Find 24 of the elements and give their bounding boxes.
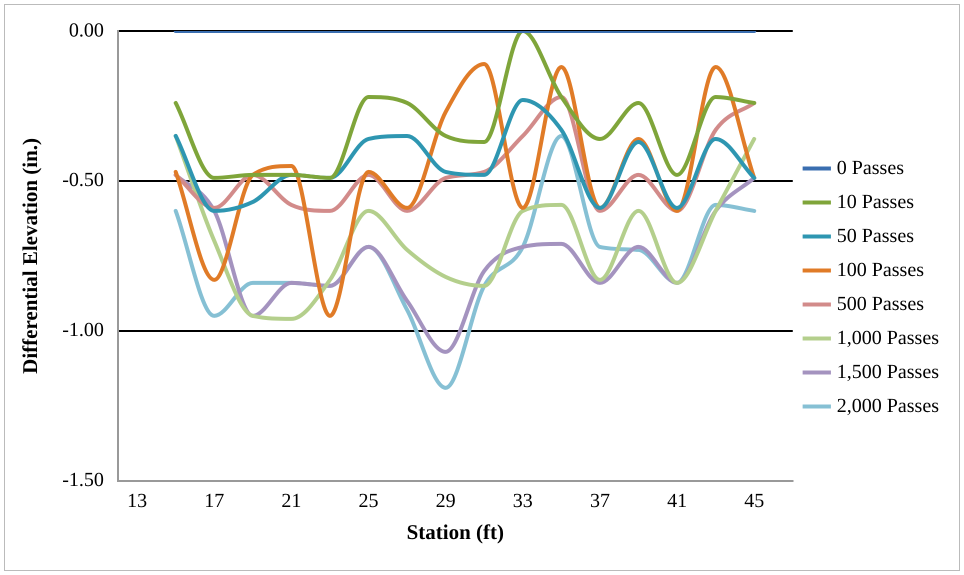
x-tick-label: 33 bbox=[512, 490, 533, 512]
x-tick-label: 45 bbox=[744, 490, 764, 512]
legend-label: 2,000 Passes bbox=[836, 394, 940, 417]
x-tick-label: 21 bbox=[281, 490, 302, 512]
y-tick-label: -1.50 bbox=[62, 469, 104, 492]
y-tick-label: 0.00 bbox=[68, 19, 104, 42]
legend-label: 0 Passes bbox=[836, 156, 904, 179]
y-tick-label: -0.50 bbox=[62, 169, 104, 192]
x-tick-label: 41 bbox=[667, 490, 688, 512]
y-axis-title: Differential Elevation (in.) bbox=[18, 138, 42, 374]
legend-label: 50 Passes bbox=[836, 224, 914, 247]
x-axis-title: Station (ft) bbox=[406, 520, 504, 544]
x-tick-label: 29 bbox=[436, 490, 456, 512]
legend-label: 100 Passes bbox=[836, 258, 924, 281]
legend-label: 10 Passes bbox=[836, 190, 914, 213]
x-tick-label: 37 bbox=[590, 490, 610, 512]
legend-label: 1,000 Passes bbox=[836, 326, 940, 349]
line-series bbox=[174, 31, 756, 180]
y-tick-label: -1.00 bbox=[62, 319, 104, 342]
x-tick-label: 13 bbox=[127, 490, 148, 512]
legend-label: 500 Passes bbox=[836, 292, 924, 315]
x-tick-label: 25 bbox=[358, 490, 379, 512]
x-tick-label: 17 bbox=[204, 490, 224, 512]
legend-label: 1,500 Passes bbox=[836, 360, 940, 383]
